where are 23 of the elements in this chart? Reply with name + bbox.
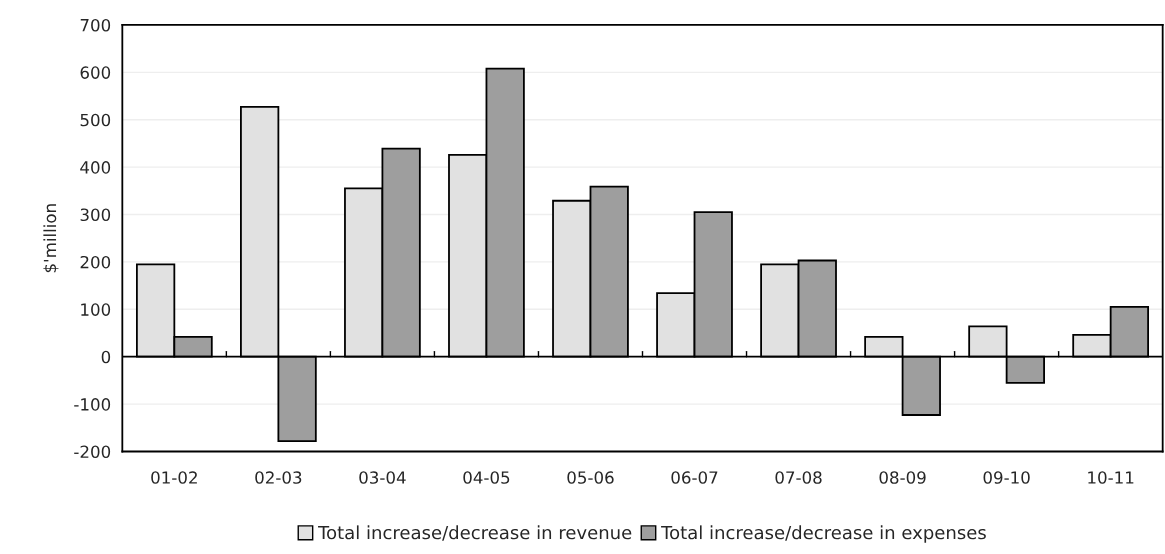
y-axis-title: $'million (43, 204, 59, 273)
y-tick-label: 300 (80, 208, 111, 222)
y-tick-label: 600 (80, 66, 111, 79)
y-tick-label: 0 (101, 350, 111, 364)
x-tick-label: 07-08 (775, 471, 822, 484)
x-tick-label: 06-07 (671, 471, 718, 484)
legend-label: Total increase/decrease in revenue (318, 525, 632, 541)
y-tick-label: 200 (80, 255, 111, 269)
x-tick-label: 02-03 (255, 471, 302, 484)
legend-label: Total increase/decrease in expenses (661, 525, 986, 543)
y-tick-label: 700 (80, 18, 111, 32)
x-tick-label: 05-06 (567, 471, 614, 484)
y-tick-label: 400 (80, 161, 111, 174)
y-tick-label: -200 (74, 445, 111, 459)
x-tick-label: 10-11 (1088, 471, 1134, 484)
y-tick-label: -100 (74, 398, 111, 411)
y-tick-label: 500 (80, 113, 111, 127)
x-tick-label: 08-09 (879, 471, 926, 484)
x-tick-label: 03-04 (359, 471, 406, 484)
y-tick-label: 100 (81, 303, 111, 316)
x-tick-label: 04-05 (463, 471, 510, 484)
x-tick-label: 09-10 (983, 471, 1030, 484)
x-tick-label: 01-02 (151, 471, 197, 484)
